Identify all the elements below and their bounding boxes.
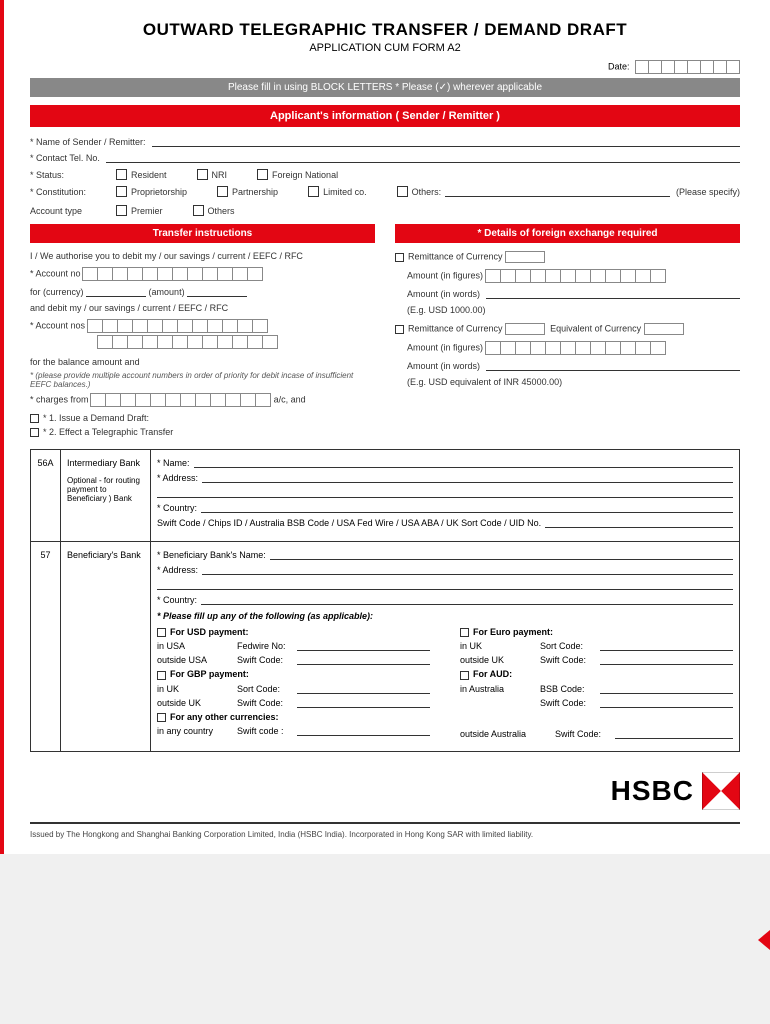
aud-swift[interactable] xyxy=(600,698,733,708)
two-column-section: Transfer instructions I / We authorise y… xyxy=(30,224,740,437)
footer-text: Issued by The Hongkong and Shanghai Bank… xyxy=(30,822,740,839)
acct-no-label: * Account no xyxy=(30,268,81,278)
note-text: * (please provide multiple account numbe… xyxy=(30,371,375,389)
aud-checkbox[interactable] xyxy=(460,671,469,680)
r2-code: 57 xyxy=(31,542,61,751)
opt1-checkbox[interactable] xyxy=(30,414,39,423)
usd-fedwire[interactable] xyxy=(297,641,430,651)
aud-out-swift[interactable] xyxy=(615,729,733,739)
gbp-swift[interactable] xyxy=(297,698,430,708)
contact-label: * Contact Tel. No. xyxy=(30,153,100,163)
const-label: * Constitution: xyxy=(30,187,110,197)
auth-text: I / We authorise you to debit my / our s… xyxy=(30,251,375,261)
date-label: Date: xyxy=(608,61,630,71)
eg1: (E.g. USD 1000.00) xyxy=(395,305,740,315)
name-field[interactable] xyxy=(152,137,740,147)
r1-label: Intermediary BankOptional - for routing … xyxy=(61,450,151,542)
euro-checkbox[interactable] xyxy=(460,628,469,637)
euro-sort[interactable] xyxy=(600,641,733,651)
applicant-header: Applicant's information ( Sender / Remit… xyxy=(30,105,740,127)
amt-words-field[interactable] xyxy=(486,289,740,299)
logo-area: HSBC xyxy=(30,772,740,810)
const-prop[interactable]: Proprietorship xyxy=(116,186,187,197)
page-title: OUTWARD TELEGRAPHIC TRANSFER / DEMAND DR… xyxy=(30,20,740,40)
r1-country-field[interactable] xyxy=(201,503,733,513)
r2-label: Beneficiary's Bank xyxy=(61,542,151,751)
r2-address-field-2[interactable] xyxy=(157,580,733,590)
remit1-currency[interactable] xyxy=(505,251,545,263)
aud-bsb[interactable] xyxy=(600,684,733,694)
acct-nos-boxes[interactable] xyxy=(88,319,268,333)
form-page: OUTWARD TELEGRAPHIC TRANSFER / DEMAND DR… xyxy=(0,0,770,854)
currency-field[interactable] xyxy=(86,287,146,297)
other-swift[interactable] xyxy=(297,726,430,736)
r2-bname-field[interactable] xyxy=(270,550,733,560)
date-boxes[interactable] xyxy=(636,60,740,74)
const-part[interactable]: Partnership xyxy=(217,186,278,197)
remit2-currency[interactable] xyxy=(505,323,545,335)
r1-code: 56A xyxy=(31,450,61,542)
remit2-checkbox[interactable] xyxy=(395,325,404,334)
amt-fig-boxes-2[interactable] xyxy=(486,341,666,355)
const-others[interactable]: Others: xyxy=(397,186,442,197)
acct-no-boxes[interactable] xyxy=(83,267,263,281)
const-ltd[interactable]: Limited co. xyxy=(308,186,367,197)
usd-checkbox[interactable] xyxy=(157,628,166,637)
remit1-checkbox[interactable] xyxy=(395,253,404,262)
acct-others[interactable]: Others xyxy=(193,205,235,216)
const-others-field[interactable] xyxy=(445,187,670,197)
amt-fig-boxes[interactable] xyxy=(486,269,666,283)
red-side-bar xyxy=(0,0,4,854)
red-corner-marker xyxy=(758,930,770,950)
fillup-text: * Please fill up any of the following (a… xyxy=(157,611,733,621)
opt2-checkbox[interactable] xyxy=(30,428,39,437)
r1-swift-field[interactable] xyxy=(545,518,733,528)
eg2: (E.g. USD equivalent of INR 45000.00) xyxy=(395,377,740,387)
page-subtitle: APPLICATION CUM FORM A2 xyxy=(30,42,740,54)
forex-col: * Details of foreign exchange required R… xyxy=(395,224,740,437)
and-debit-text: and debit my / our savings / current / E… xyxy=(30,303,375,313)
gbp-checkbox[interactable] xyxy=(157,671,166,680)
r1-content: * Name: * Address: * Country: Swift Code… xyxy=(151,450,740,542)
balance-text: for the balance amount and xyxy=(30,357,375,367)
gbp-sort[interactable] xyxy=(297,684,430,694)
equiv-currency[interactable] xyxy=(644,323,684,335)
amt-words-field-2[interactable] xyxy=(486,361,740,371)
status-foreign[interactable]: Foreign National xyxy=(257,169,338,180)
usd-swift[interactable] xyxy=(297,655,430,665)
other-checkbox[interactable] xyxy=(157,713,166,722)
bank-table: 56A Intermediary BankOptional - for rout… xyxy=(30,449,740,751)
acct-nos-label: * Account nos xyxy=(30,320,85,330)
r2-country-field[interactable] xyxy=(201,595,733,605)
applicant-section: * Name of Sender / Remitter: * Contact T… xyxy=(30,137,740,216)
transfer-header: Transfer instructions xyxy=(30,224,375,243)
forex-header: * Details of foreign exchange required xyxy=(395,224,740,243)
name-label: * Name of Sender / Remitter: xyxy=(30,137,146,147)
acct-nos-boxes-2[interactable] xyxy=(98,335,375,349)
acct-type-label: Account type xyxy=(30,206,110,216)
amount-field[interactable] xyxy=(187,287,247,297)
r2-content: * Beneficiary Bank's Name: * Address: * … xyxy=(151,542,740,751)
r2-address-field[interactable] xyxy=(202,565,733,575)
r1-address-field[interactable] xyxy=(202,473,733,483)
hsbc-logo: HSBC xyxy=(611,772,740,810)
euro-swift[interactable] xyxy=(600,655,733,665)
r1-address-field-2[interactable] xyxy=(157,488,733,498)
date-row: Date: xyxy=(30,60,740,74)
acct-premier[interactable]: Premier xyxy=(116,205,163,216)
transfer-col: Transfer instructions I / We authorise y… xyxy=(30,224,375,437)
contact-field[interactable] xyxy=(106,153,740,163)
status-label: * Status: xyxy=(30,170,110,180)
status-resident[interactable]: Resident xyxy=(116,169,167,180)
please-specify: (Please specify) xyxy=(676,187,740,197)
r1-name-field[interactable] xyxy=(194,458,733,468)
charges-boxes[interactable] xyxy=(91,393,271,407)
instruction-bar: Please fill in using BLOCK LETTERS * Ple… xyxy=(30,78,740,97)
status-nri[interactable]: NRI xyxy=(197,169,228,180)
hsbc-logo-icon xyxy=(702,772,740,810)
